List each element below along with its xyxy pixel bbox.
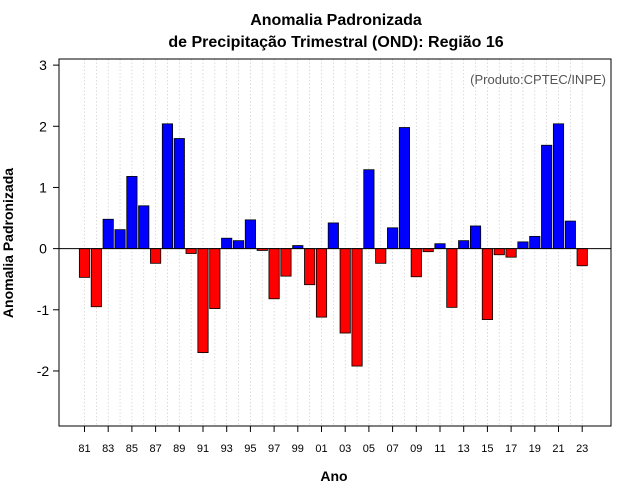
bar-17 (505, 248, 517, 258)
bar-87 (150, 248, 162, 264)
bar-89 (173, 138, 185, 250)
bar-92 (209, 248, 221, 309)
y-axis-ticks: -2 -1 0 1 2 3 (37, 57, 59, 379)
x-tick-label-19: 19 (529, 443, 541, 455)
x-tick-label-11: 11 (434, 443, 445, 455)
x-tick-label-01: 01 (315, 443, 327, 455)
x-tick-label-85: 85 (126, 443, 138, 455)
x-tick-label-03: 03 (339, 443, 351, 455)
bar-11 (434, 243, 446, 250)
product-credit: (Produto:CPTEC/INPE) (470, 72, 606, 87)
bar-04 (351, 248, 363, 367)
y-tick-label--2: -2 (37, 363, 50, 379)
bar-84 (114, 229, 126, 250)
x-tick-label-05: 05 (363, 443, 375, 455)
bar-86 (138, 205, 150, 250)
bar-07 (387, 227, 399, 250)
y-tick-label-1: 1 (39, 179, 47, 195)
bar-02 (327, 222, 339, 250)
x-axis-ticks: 81 83 85 87 89 91 93 95 97 99 01 03 05 07 09 11 13 15 17 19… (78, 426, 588, 455)
bar-09 (410, 248, 422, 278)
x-axis-title: Ano (320, 468, 347, 484)
x-tick-label-87: 87 (149, 443, 161, 455)
x-tick-label-17: 17 (505, 443, 517, 455)
chart-title: Anomalia Padronizada (250, 12, 422, 29)
bar-90 (185, 248, 197, 254)
bar-22 (564, 220, 576, 250)
x-tick-label-83: 83 (102, 443, 114, 455)
x-tick-label-91: 91 (197, 443, 209, 455)
y-axis-title: Anomalia Padronizada (0, 168, 16, 318)
x-tick-label-07: 07 (386, 443, 398, 455)
x-tick-label-23: 23 (576, 443, 588, 455)
x-tick-label-99: 99 (292, 443, 304, 455)
bar-81 (78, 248, 91, 278)
bar-83 (102, 218, 114, 250)
x-tick-label-81: 81 (78, 443, 90, 455)
bar-98 (280, 248, 292, 277)
x-tick-label-09: 09 (410, 443, 422, 455)
bar-88 (161, 123, 174, 250)
bar-14 (469, 225, 482, 250)
bar-91 (197, 248, 209, 353)
x-tick-label-97: 97 (268, 443, 280, 455)
x-tick-label-13: 13 (458, 443, 470, 455)
x-tick-label-89: 89 (173, 443, 185, 455)
bar-12 (446, 248, 458, 308)
plot-frame (58, 58, 612, 427)
bar-85 (126, 176, 138, 250)
chart-subtitle: de Precipitação Trimestral (OND): Região… (168, 34, 503, 51)
bar-03 (339, 248, 351, 334)
bar-94 (232, 240, 245, 250)
bar-05 (363, 169, 375, 250)
bar-00 (304, 248, 316, 286)
bar-06 (375, 248, 387, 264)
bar-95 (244, 219, 256, 250)
bar-08 (398, 127, 410, 250)
x-tick-label-21: 21 (552, 443, 564, 455)
y-tick-label--1: -1 (37, 302, 50, 318)
x-tick-label-95: 95 (244, 443, 256, 455)
bar-18 (517, 241, 529, 250)
x-tick-label-15: 15 (481, 443, 493, 455)
bar-93 (221, 237, 233, 250)
x-tick-label-93: 93 (221, 443, 233, 455)
bars (78, 123, 588, 367)
y-tick-label-3: 3 (39, 57, 47, 73)
bar-21 (552, 123, 565, 250)
y-tick-label-2: 2 (39, 118, 47, 134)
y-tick-label-0: 0 (39, 241, 47, 257)
bar-97 (268, 248, 280, 300)
bar-13 (458, 240, 470, 250)
bar-20 (541, 144, 553, 250)
bar-23 (576, 248, 588, 267)
bar-19 (529, 235, 541, 250)
bar-82 (90, 248, 102, 308)
bar-01 (315, 248, 328, 318)
bar-15 (481, 248, 493, 320)
bar-16 (493, 248, 505, 256)
